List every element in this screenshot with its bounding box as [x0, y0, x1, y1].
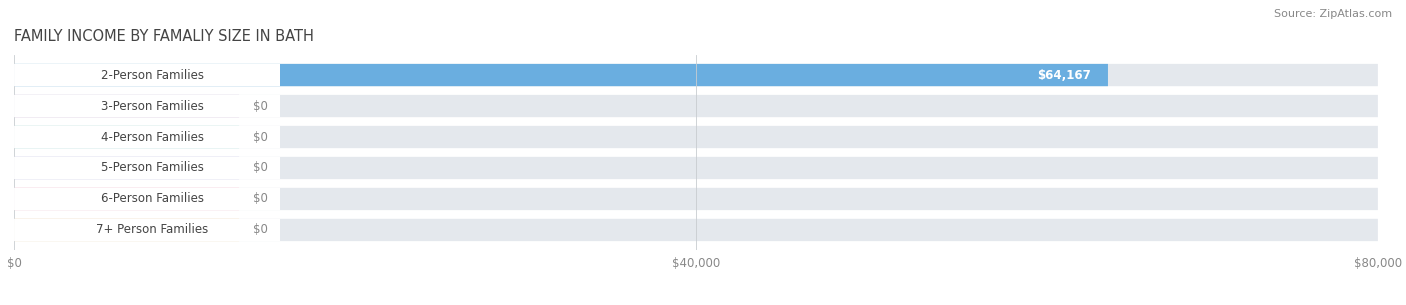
FancyBboxPatch shape: [14, 64, 280, 86]
FancyBboxPatch shape: [14, 126, 239, 148]
Text: Source: ZipAtlas.com: Source: ZipAtlas.com: [1274, 9, 1392, 19]
Text: 7+ Person Families: 7+ Person Families: [96, 224, 208, 236]
Text: 5-Person Families: 5-Person Families: [101, 161, 204, 174]
FancyBboxPatch shape: [14, 188, 239, 210]
FancyBboxPatch shape: [14, 188, 280, 210]
FancyBboxPatch shape: [14, 157, 280, 179]
Text: FAMILY INCOME BY FAMALIY SIZE IN BATH: FAMILY INCOME BY FAMALIY SIZE IN BATH: [14, 29, 314, 44]
FancyBboxPatch shape: [14, 126, 1378, 148]
Text: 2-Person Families: 2-Person Families: [101, 69, 204, 81]
FancyBboxPatch shape: [14, 95, 239, 117]
Text: $0: $0: [253, 224, 267, 236]
Text: $0: $0: [253, 131, 267, 144]
Text: 6-Person Families: 6-Person Families: [101, 192, 204, 206]
Text: 4-Person Families: 4-Person Families: [101, 131, 204, 144]
FancyBboxPatch shape: [14, 219, 239, 241]
FancyBboxPatch shape: [14, 219, 280, 241]
FancyBboxPatch shape: [14, 95, 280, 117]
FancyBboxPatch shape: [14, 64, 1108, 86]
Text: $64,167: $64,167: [1038, 69, 1091, 81]
FancyBboxPatch shape: [14, 188, 1378, 210]
FancyBboxPatch shape: [14, 157, 1378, 179]
FancyBboxPatch shape: [14, 126, 280, 148]
Text: $0: $0: [253, 192, 267, 206]
FancyBboxPatch shape: [14, 95, 1378, 117]
FancyBboxPatch shape: [14, 64, 1378, 86]
FancyBboxPatch shape: [14, 219, 1378, 241]
FancyBboxPatch shape: [14, 157, 239, 179]
Text: $0: $0: [253, 161, 267, 174]
Text: 3-Person Families: 3-Person Families: [101, 99, 204, 113]
Text: $0: $0: [253, 99, 267, 113]
